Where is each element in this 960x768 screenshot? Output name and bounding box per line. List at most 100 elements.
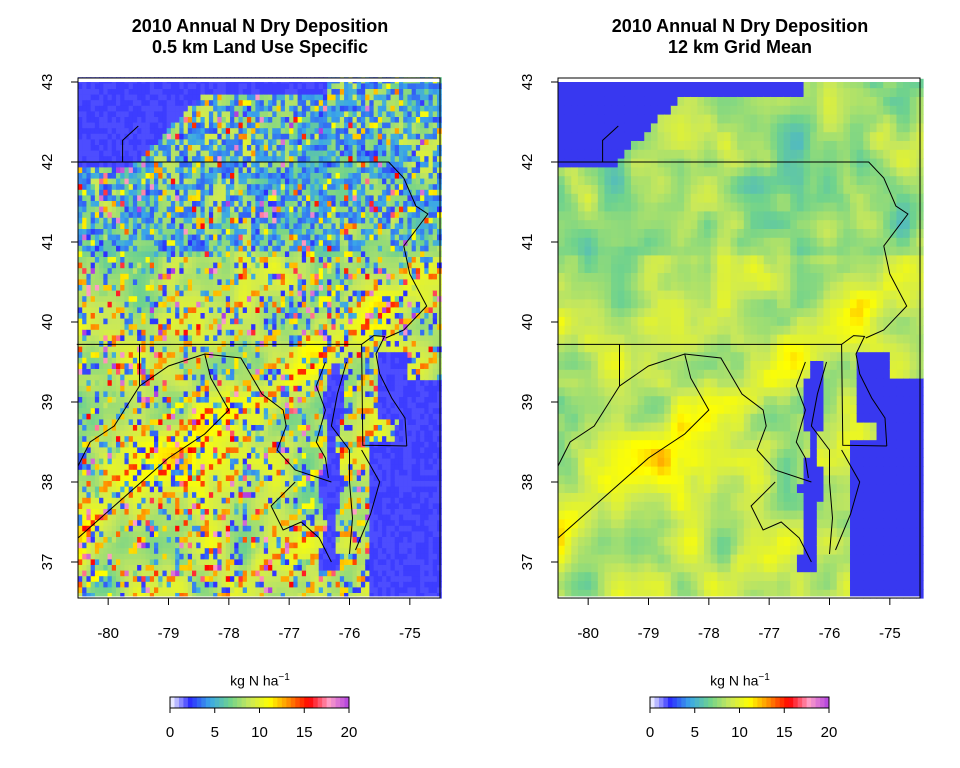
map-title-line1: 2010 Annual N Dry Deposition: [131, 16, 389, 36]
legend-swatch: [192, 697, 198, 708]
legend-swatch: [708, 697, 714, 708]
legend-swatch: [757, 697, 763, 708]
legend-swatch: [232, 697, 238, 708]
legend-tick-label: 5: [691, 724, 699, 741]
pa-ny-erie-boundary: [78, 125, 139, 163]
legend-colorbar: [170, 697, 350, 708]
map-panel-land-use-specific: 2010 Annual N Dry Deposition 0.5 km Land…: [39, 16, 442, 741]
legend-swatch: [658, 697, 664, 708]
deposition-map: -80 -79 -78 -77 -76 -75 37 38 39 40 41 42 43 0 5 10 15 20: [519, 74, 924, 741]
legend-swatch: [272, 697, 278, 708]
y-tick-label: 38: [519, 474, 536, 491]
legend-tick-label: 20: [821, 724, 838, 741]
legend-swatch: [205, 697, 211, 708]
legend-swatch: [304, 697, 310, 708]
x-tick-label: -80: [97, 625, 119, 642]
map-panel-grid-mean: 2010 Annual N Dry Deposition 12 km Grid …: [480, 0, 960, 768]
deposition-map: -80 -79 -78 -77 -76 -75 37 38 39 40 41 42 43 0 5 10 15 20: [39, 74, 442, 741]
delmarva-ocean-coast: [355, 449, 381, 551]
legend-swatch: [281, 697, 287, 708]
legend-swatch: [811, 697, 816, 708]
legend-swatch: [228, 697, 234, 708]
legend-swatch: [335, 697, 341, 708]
legend-swatch: [743, 697, 749, 708]
legend-swatch: [717, 697, 723, 708]
bay-east-shore: [330, 361, 354, 555]
legend-swatch: [255, 697, 260, 708]
va-west-boundary: [77, 353, 230, 539]
x-tick-label: -79: [638, 625, 660, 642]
y-tick-label: 37: [39, 554, 56, 571]
legend-swatch: [761, 697, 767, 708]
legend-swatch: [663, 697, 669, 708]
legend-tick-label: 0: [646, 724, 654, 741]
potomac-boundary: [619, 344, 812, 483]
delaware-coast: [841, 335, 888, 447]
legend-swatch: [775, 697, 781, 708]
legend-tick-label: 10: [251, 724, 268, 741]
legend-colorbar: [650, 697, 830, 708]
bay-west-shore: [795, 361, 809, 479]
legend-swatch: [699, 697, 705, 708]
legend-tick-label: 20: [341, 724, 358, 741]
va-west-boundary: [557, 353, 710, 539]
legend-swatch: [802, 697, 808, 708]
legend-swatch: [739, 697, 745, 708]
y-tick-label: 41: [39, 234, 56, 251]
legend-swatch: [712, 697, 718, 708]
legend-swatch: [340, 697, 345, 708]
legend-swatch: [685, 697, 691, 708]
y-tick-label: 41: [519, 234, 536, 251]
legend-unit-label: kg N ha−1: [710, 672, 770, 689]
pa-east-boundary: [602, 161, 909, 339]
x-tick-label: -75: [399, 625, 421, 642]
x-tick-label: -76: [819, 625, 841, 642]
legend-tick-label: 15: [296, 724, 313, 741]
x-tick-label: -78: [218, 625, 240, 642]
y-tick-label: 39: [39, 394, 56, 411]
delmarva-boundary: [361, 344, 407, 447]
legend-swatch: [268, 697, 274, 708]
y-tick-label: 42: [39, 154, 56, 171]
legend-swatch: [681, 697, 687, 708]
delmarva-ocean-coast: [835, 449, 861, 551]
legend-swatch: [322, 697, 328, 708]
legend-swatch: [726, 697, 731, 708]
legend-swatch: [770, 697, 776, 708]
x-tick-label: -76: [339, 625, 361, 642]
potomac-boundary: [139, 344, 332, 483]
y-tick-label: 43: [519, 74, 536, 91]
y-tick-label: 40: [519, 314, 536, 331]
legend-swatch: [237, 697, 243, 708]
legend-swatch: [241, 697, 247, 708]
plot-frame: [77, 77, 441, 599]
x-tick-label: -78: [698, 625, 720, 642]
x-tick-label: -77: [278, 625, 300, 642]
legend-swatch: [214, 697, 220, 708]
legend-swatch: [667, 697, 673, 708]
map-title-line2: 0.5 km Land Use Specific: [151, 37, 369, 57]
legend-swatch: [308, 697, 314, 708]
legend-swatch: [784, 697, 790, 708]
legend-swatch: [735, 697, 740, 708]
legend-swatch: [730, 697, 736, 708]
y-tick-label: 42: [519, 154, 536, 171]
legend-swatch: [187, 697, 193, 708]
pa-east-boundary: [122, 161, 429, 339]
y-tick-label: 37: [519, 554, 536, 571]
legend-swatch: [344, 697, 350, 708]
x-tick-label: -75: [879, 625, 901, 642]
legend-swatch: [286, 697, 292, 708]
legend-swatch: [178, 697, 184, 708]
bay-east-shore: [810, 361, 834, 555]
x-tick-label: -80: [577, 625, 599, 642]
legend-swatch: [201, 697, 207, 708]
legend-swatch: [806, 697, 812, 708]
legend-swatch: [277, 697, 283, 708]
legend-swatch: [183, 697, 189, 708]
y-tick-label: 38: [39, 474, 56, 491]
legend-unit-label: kg N ha−1: [230, 672, 290, 689]
legend-swatch: [290, 697, 296, 708]
y-tick-label: 43: [39, 74, 56, 91]
legend-swatch: [650, 697, 655, 708]
